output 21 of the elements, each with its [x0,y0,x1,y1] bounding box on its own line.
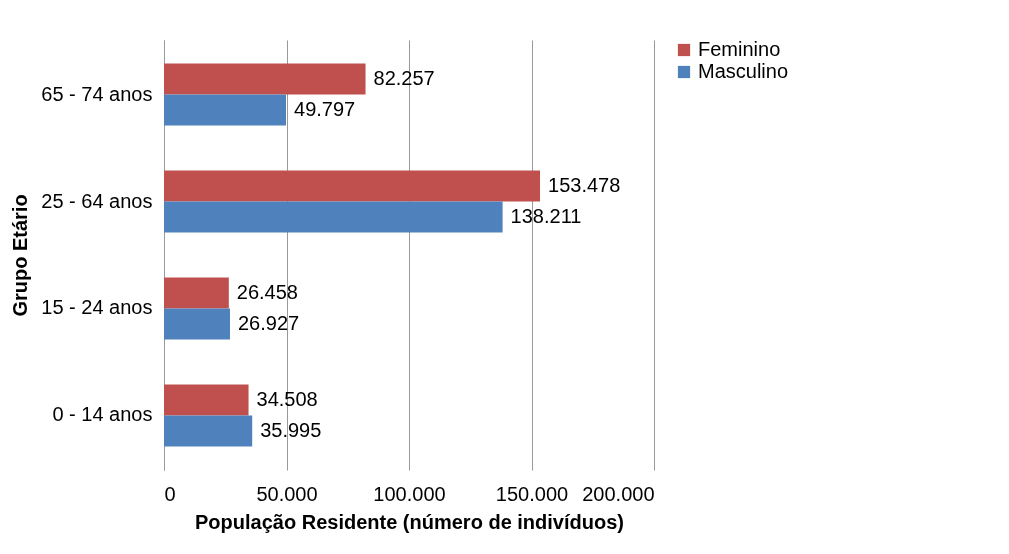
data-label: 82.257 [373,67,435,90]
legend-label: Masculino [698,60,789,82]
y-tick-label: 15 - 24 anos [41,296,153,319]
data-label: 26.458 [236,280,298,303]
y-tick-label: 65 - 74 anos [41,82,153,105]
x-tick-label: 0 [164,482,176,505]
x-tick-label: 50.000 [256,482,318,505]
x-axis-title: População Residente (número de indivíduos) [195,510,624,533]
data-label: 49.797 [294,98,356,121]
y-tick-label: 25 - 64 anos [41,189,153,212]
data-label: 153.478 [548,174,621,197]
y-tick-label: 0 - 14 anos [52,403,153,426]
data-label: 138.211 [510,205,582,228]
x-tick-label: 150.000 [495,482,569,505]
x-tick-label: 200.000 [582,482,655,505]
y-axis-title: Grupo Etário [9,194,32,317]
x-tick-label: 100.000 [373,482,446,505]
data-label: 34.508 [256,387,318,410]
data-label: 35.995 [260,418,322,441]
legend-label: Feminino [698,38,781,60]
data-label: 26.927 [237,311,300,334]
